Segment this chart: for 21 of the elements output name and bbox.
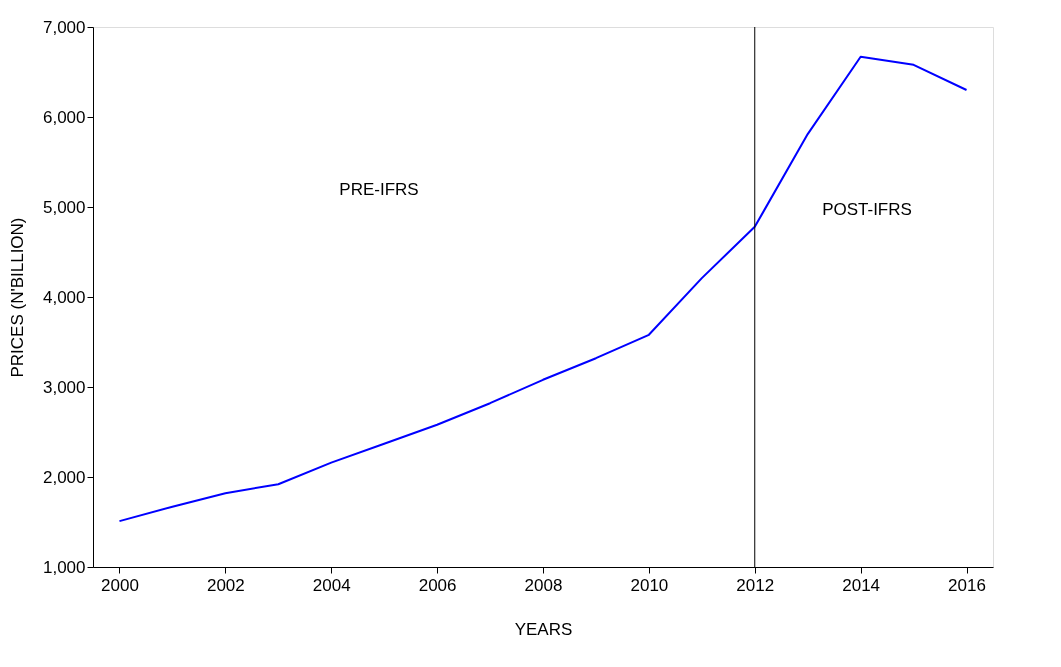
y-tick-label: 6,000 — [42, 107, 86, 127]
y-tick-label: 3,000 — [42, 377, 86, 397]
x-tick-label: 2010 — [630, 575, 669, 595]
y-tick-label: 2,000 — [42, 467, 86, 487]
y-tick-label: 7,000 — [42, 17, 86, 37]
y-axis-title: PRICES (N'BILLION) — [7, 217, 27, 378]
annotation: PRE-IFRS — [339, 180, 419, 199]
x-tick-label: 2012 — [736, 575, 775, 595]
x-tick-label: 2014 — [842, 575, 881, 595]
y-tick-label: 5,000 — [42, 197, 86, 217]
y-tick-label: 4,000 — [42, 287, 86, 307]
x-axis-title: YEARS — [514, 619, 573, 639]
y-tick-label: 1,000 — [42, 557, 86, 577]
x-tick-label: 2016 — [948, 575, 986, 595]
x-tick-label: 2008 — [524, 575, 563, 595]
x-tick-label: 2002 — [206, 575, 245, 595]
x-tick-label: 2000 — [101, 575, 139, 595]
line-series — [118, 55, 968, 523]
x-tick-label: 2004 — [312, 575, 351, 595]
annotation: POST-IFRS — [822, 200, 912, 219]
x-tick-label: 2006 — [418, 575, 457, 595]
